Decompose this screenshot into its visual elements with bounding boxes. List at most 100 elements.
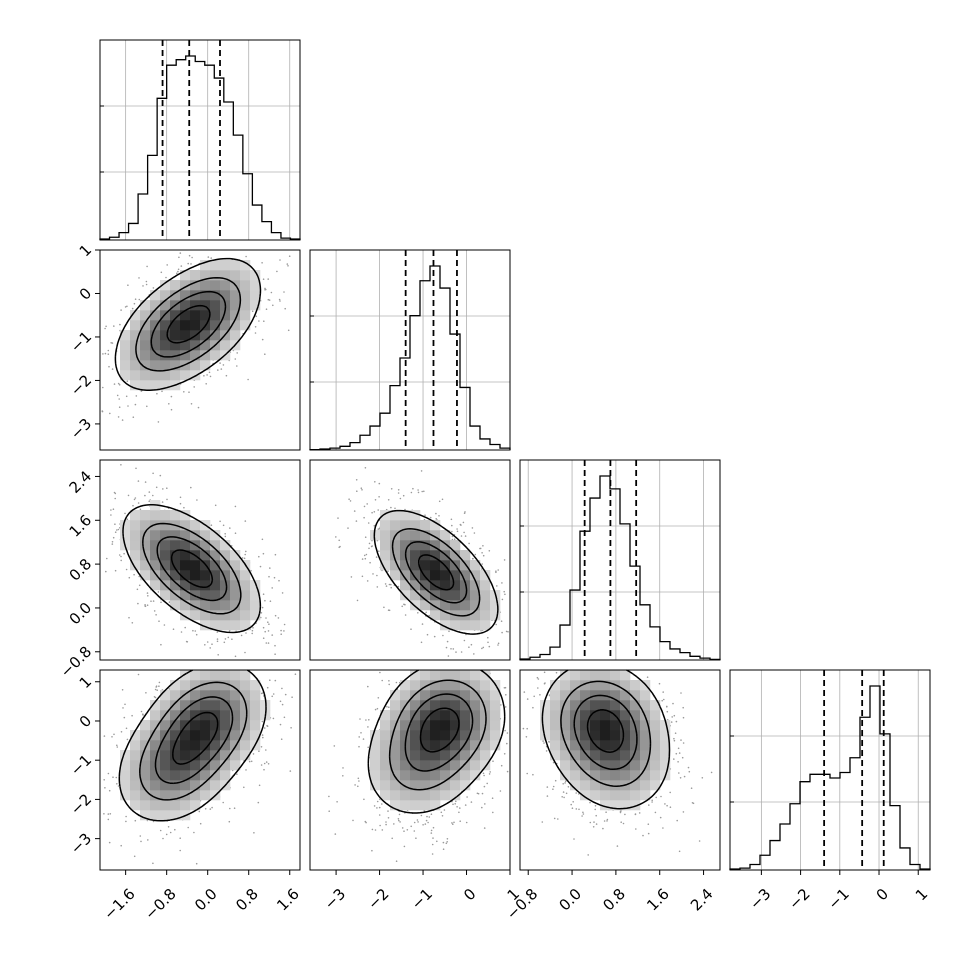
- sample-point: [139, 835, 142, 837]
- sample-point: [223, 641, 226, 644]
- sample-point: [111, 736, 113, 738]
- sample-point: [367, 522, 370, 524]
- sample-point: [368, 719, 370, 721]
- density-bin: [200, 270, 211, 281]
- sample-point: [281, 703, 284, 706]
- sample-point: [387, 609, 390, 611]
- sample-point: [204, 808, 207, 810]
- density-bin: [230, 300, 241, 311]
- sample-point: [234, 505, 237, 508]
- sample-point: [476, 792, 479, 795]
- sample-point: [110, 509, 112, 511]
- sample-point: [280, 738, 283, 740]
- sample-point: [210, 257, 212, 259]
- sample-point: [184, 626, 186, 629]
- scatter-panel-2-1: [309, 459, 511, 661]
- sample-point: [140, 390, 143, 392]
- sample-point: [482, 772, 485, 775]
- density-bin: [410, 680, 421, 691]
- density-bin: [170, 370, 181, 381]
- density-bin: [380, 770, 391, 781]
- sample-point: [483, 774, 485, 777]
- sample-point: [267, 642, 270, 644]
- density-bin: [420, 520, 431, 531]
- sample-point: [172, 628, 175, 630]
- density-bin: [240, 610, 251, 621]
- sample-point: [410, 491, 413, 494]
- sample-point: [247, 378, 249, 381]
- density-bin: [200, 710, 211, 721]
- density-bin: [430, 720, 441, 731]
- sample-point: [162, 488, 164, 490]
- density-bin: [150, 320, 161, 331]
- sample-point: [118, 398, 120, 400]
- sample-point: [450, 518, 453, 521]
- density-bin: [250, 300, 261, 311]
- sample-point: [155, 614, 157, 616]
- sample-point: [190, 263, 192, 265]
- sample-point: [455, 651, 457, 653]
- sample-point: [492, 760, 494, 762]
- density-bin: [130, 540, 141, 551]
- sample-point: [371, 511, 373, 514]
- sample-point: [378, 806, 381, 809]
- density-bin: [180, 350, 191, 361]
- density-bin: [180, 320, 191, 331]
- sample-point: [152, 600, 155, 602]
- sample-point: [222, 524, 225, 527]
- sample-point: [180, 631, 183, 633]
- density-bin: [200, 670, 211, 681]
- density-bin: [130, 380, 141, 391]
- sample-point: [252, 753, 255, 755]
- sample-point: [229, 807, 231, 810]
- density-bin: [390, 750, 401, 761]
- sample-point: [220, 368, 223, 370]
- sample-point: [381, 679, 384, 682]
- sample-point: [470, 801, 473, 803]
- sample-point: [219, 362, 221, 364]
- sample-point: [266, 686, 269, 689]
- sample-point: [495, 570, 497, 572]
- sample-point: [196, 499, 198, 501]
- sample-point: [452, 803, 454, 806]
- sample-point: [479, 547, 482, 550]
- density-bin: [180, 710, 191, 721]
- sample-point: [177, 268, 180, 271]
- density-bin: [210, 690, 221, 701]
- sample-point: [258, 320, 260, 322]
- sample-point: [166, 264, 168, 266]
- sample-point: [378, 814, 381, 816]
- sample-point: [334, 833, 337, 835]
- density-bin: [240, 280, 251, 291]
- density-bin: [220, 710, 231, 721]
- sample-point: [283, 630, 285, 632]
- density-bin: [200, 260, 211, 271]
- sample-point: [460, 535, 463, 537]
- sample-point: [144, 494, 146, 497]
- sample-point: [429, 516, 432, 519]
- density-bin: [420, 800, 431, 811]
- sample-point: [504, 706, 507, 708]
- density-bin: [120, 330, 131, 341]
- sample-point: [163, 624, 166, 626]
- sample-point: [112, 776, 114, 778]
- sample-point: [402, 494, 405, 497]
- density-bin: [440, 750, 451, 761]
- sample-point: [450, 648, 452, 650]
- sample-point: [108, 789, 111, 792]
- sample-point: [114, 523, 116, 525]
- sample-point: [348, 498, 350, 501]
- sample-point: [441, 815, 444, 817]
- density-bin: [240, 680, 251, 691]
- sample-point: [236, 365, 238, 367]
- density-bin: [180, 750, 191, 761]
- sample-point: [214, 504, 217, 507]
- sample-point: [145, 692, 147, 694]
- density-bin: [440, 670, 451, 681]
- density-bin: [390, 790, 401, 801]
- sample-point: [133, 302, 136, 305]
- density-bin: [190, 320, 201, 331]
- sample-point: [385, 585, 388, 587]
- density-bin: [130, 340, 141, 351]
- sample-point: [159, 829, 162, 832]
